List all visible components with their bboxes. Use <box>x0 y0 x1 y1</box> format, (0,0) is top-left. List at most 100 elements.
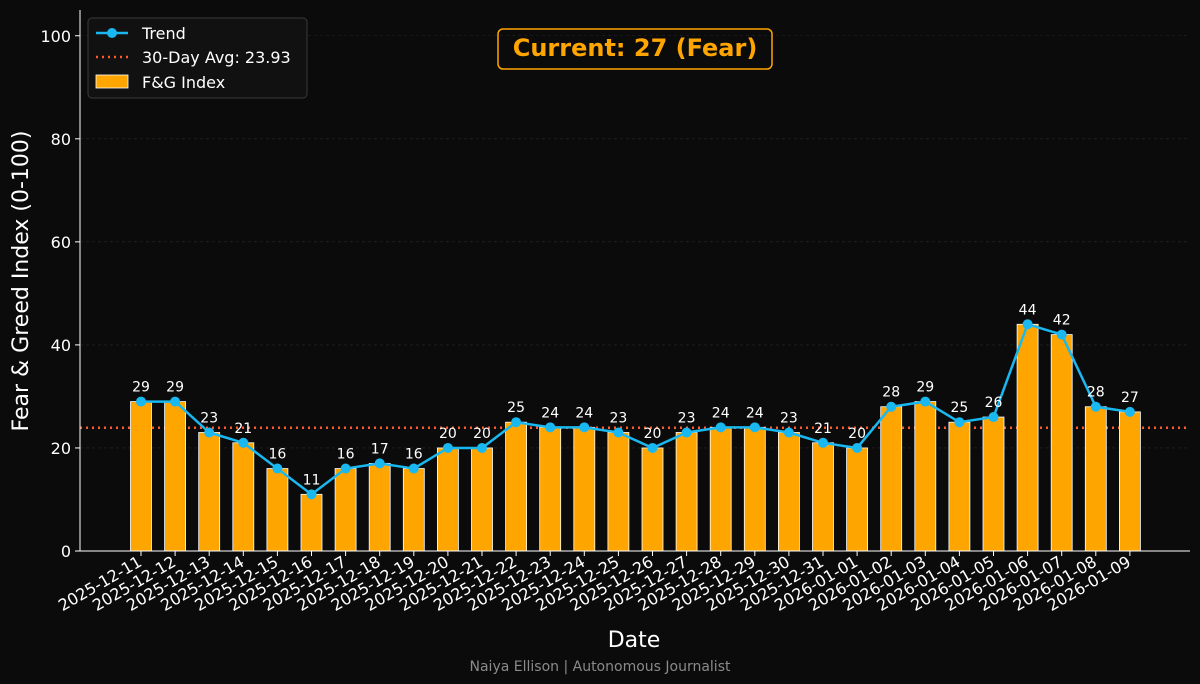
legend-box <box>87 17 308 99</box>
y-tick-label-0: 0 <box>61 542 71 561</box>
data-label-2025-12-17: 16 <box>337 447 355 463</box>
trend-point-2025-12-20 <box>442 442 453 453</box>
x-ticks: 2025-12-112025-12-122025-12-132025-12-14… <box>55 551 1134 615</box>
data-label-2025-12-12: 29 <box>166 380 184 396</box>
trend-point-2025-12-21 <box>477 442 487 453</box>
data-label-2025-12-20: 20 <box>439 426 457 442</box>
trend-point-2026-01-08 <box>1090 401 1101 412</box>
data-label-2025-12-18: 17 <box>371 441 389 457</box>
trend-point-2026-01-05 <box>988 412 999 423</box>
current-annotation: Current: 27 (Fear) <box>497 28 773 70</box>
bar-2025-12-30 <box>778 432 800 552</box>
bar-2025-12-23 <box>539 426 562 552</box>
bar-2026-01-04 <box>948 421 971 552</box>
legend-item-bars: F&G Index <box>95 73 225 92</box>
trend-point-2025-12-17 <box>340 463 351 474</box>
bar-2025-12-28 <box>709 426 732 552</box>
bar-2025-12-19 <box>402 468 425 552</box>
data-label-2025-12-26: 20 <box>644 426 662 442</box>
bar-2025-12-12 <box>164 401 187 552</box>
bar-2025-12-26 <box>641 447 664 552</box>
trend-point-2025-12-11 <box>136 396 146 407</box>
data-label-2025-12-22: 25 <box>507 400 525 416</box>
bar-2025-12-22 <box>505 421 528 552</box>
y-tick-label-60: 60 <box>51 233 71 252</box>
bar-2025-12-20 <box>436 447 459 552</box>
trend-point-2026-01-02 <box>886 401 897 412</box>
trend-point-2025-12-16 <box>306 489 317 500</box>
trend-point-2025-12-28 <box>715 422 726 433</box>
bar-2025-12-27 <box>675 432 698 552</box>
bar-2025-12-11 <box>130 401 152 552</box>
trend-point-2025-12-31 <box>818 437 828 448</box>
legend-label-average: 30-Day Avg: 23.93 <box>142 48 291 67</box>
data-label-2025-12-16: 11 <box>303 472 321 488</box>
data-label-2025-12-28: 24 <box>712 405 730 421</box>
data-label-2026-01-09: 27 <box>1121 390 1139 406</box>
trend-point-2026-01-07 <box>1056 329 1067 340</box>
bar-2025-12-15 <box>266 468 289 552</box>
data-label-2025-12-11: 29 <box>132 380 150 396</box>
bar-2025-12-18 <box>368 463 391 552</box>
bar-2026-01-06 <box>1016 323 1039 552</box>
data-label-2026-01-02: 28 <box>882 385 900 401</box>
trend-point-2025-12-19 <box>408 463 419 474</box>
trend-point-2025-12-25 <box>613 427 624 438</box>
data-label-2026-01-08: 28 <box>1087 385 1105 401</box>
trend-point-2025-12-26 <box>647 442 658 453</box>
trend-point-2025-12-29 <box>749 422 760 433</box>
trend-point-2025-12-14 <box>238 437 249 448</box>
trend-point-2026-01-06 <box>1022 319 1033 330</box>
legend-label-trend: Trend <box>141 24 186 43</box>
bar-2025-12-17 <box>334 468 357 552</box>
legend-item-average: 30-Day Avg: 23.93 <box>96 48 291 67</box>
current-annotation-text: Current: 27 (Fear) <box>513 34 758 62</box>
axes-group <box>79 10 1190 552</box>
data-label-2026-01-01: 20 <box>848 426 866 442</box>
trend-point-2025-12-15 <box>272 463 283 474</box>
data-label-2025-12-15: 16 <box>268 447 286 463</box>
trend-line-group <box>136 319 1135 500</box>
y-tick-label-20: 20 <box>51 439 71 458</box>
bar-2025-12-31 <box>812 442 834 552</box>
trend-point-2025-12-30 <box>783 427 794 438</box>
data-label-2025-12-24: 24 <box>575 405 593 421</box>
y-axis-title: Fear & Greed Index (0-100) <box>9 131 34 432</box>
bar-2025-12-21 <box>471 447 493 552</box>
data-label-2026-01-06: 44 <box>1019 302 1037 318</box>
bar-2025-12-14 <box>232 442 255 552</box>
trend-point-2025-12-13 <box>204 427 215 438</box>
legend-trend-marker <box>107 28 117 38</box>
bar-2026-01-05 <box>982 416 1005 552</box>
trend-point-2025-12-18 <box>374 458 385 469</box>
data-label-2025-12-13: 23 <box>200 410 218 426</box>
trend-point-2025-12-23 <box>545 422 556 433</box>
bar-2026-01-02 <box>880 406 903 552</box>
trend-point-2026-01-04 <box>954 417 965 428</box>
bar-2025-12-24 <box>573 426 596 552</box>
trend-point-2025-12-27 <box>681 427 692 438</box>
data-labels-group: 29 29 23 21 16 11 16 17 16 20 20 25 24 24 23 20 23 24 24 23… <box>132 302 1139 488</box>
data-label-2025-12-14: 21 <box>234 421 252 437</box>
bar-2026-01-03 <box>914 401 937 552</box>
bars-group <box>130 323 1141 552</box>
bar-2026-01-01 <box>846 447 868 552</box>
current-annotation-box <box>497 28 773 70</box>
legend: Trend 30-Day Avg: 23.93 F&G Index <box>87 17 308 99</box>
legend-label-bars: F&G Index <box>142 73 225 92</box>
data-label-2025-12-27: 23 <box>678 410 696 426</box>
trend-point-2025-12-24 <box>579 422 590 433</box>
bar-2026-01-09 <box>1119 411 1141 552</box>
data-label-2025-12-31: 21 <box>814 421 832 437</box>
trend-point-2026-01-03 <box>920 396 931 407</box>
bar-2025-12-16 <box>300 493 323 552</box>
data-label-2025-12-23: 24 <box>541 405 559 421</box>
y-ticks: 0 20 40 60 80 100 <box>40 27 80 561</box>
data-label-2026-01-04: 25 <box>950 400 968 416</box>
bar-2025-12-13 <box>198 432 221 552</box>
y-tick-label-100: 100 <box>40 27 71 46</box>
trend-point-2026-01-09 <box>1124 406 1135 417</box>
credit-text: Naiya Ellison | Autonomous Journalist <box>470 659 731 675</box>
